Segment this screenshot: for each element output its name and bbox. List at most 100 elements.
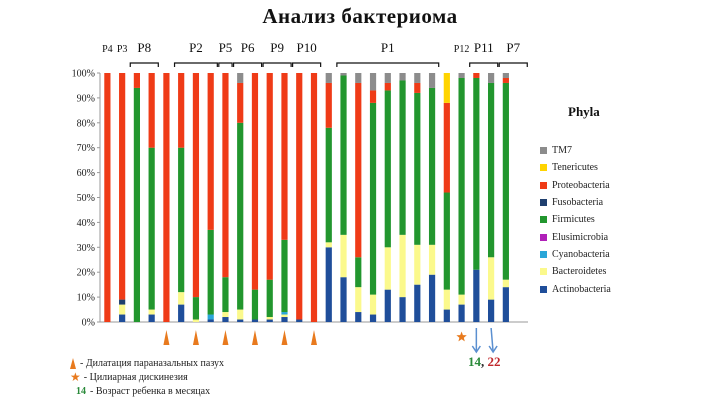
bar-segment-cyanobacteria <box>281 312 288 315</box>
bar-segment-bacteroidetes <box>266 317 273 320</box>
bar-segment-proteobacteria <box>443 102 450 193</box>
bar-segment-proteobacteria <box>369 90 377 103</box>
legend-swatch <box>540 181 547 189</box>
bar-segment-firmicutes <box>340 75 347 235</box>
legend-title: Phyla <box>568 104 600 119</box>
bar-segment-proteobacteria <box>192 73 200 298</box>
y-tick-label: 100% <box>72 69 95 80</box>
group-label: P11 <box>474 40 494 55</box>
bar-segment-bacteroidetes <box>369 294 377 315</box>
legend: Phyla TM7 Tenericutes Proteobacteria Fusoba… <box>540 104 680 298</box>
group-bracket <box>469 62 499 67</box>
note-age: 14 - Возраст ребенка в месяцах <box>70 384 224 398</box>
legend-swatch <box>540 147 547 155</box>
bar-segment-firmicutes <box>502 82 509 280</box>
bar-segment-tm7 <box>369 73 377 91</box>
bar-segment-proteobacteria <box>237 82 244 123</box>
note-age-number: 14 <box>76 385 86 397</box>
group-label: P3 <box>117 44 128 55</box>
bar-segment-cyanobacteria <box>207 314 214 320</box>
bar-segment-actinobacteria <box>148 314 155 322</box>
group-label: P9 <box>270 40 284 55</box>
bar-segment-actinobacteria <box>458 304 465 322</box>
notes: - Дилатация параназальных пазух ★ - Цили… <box>70 356 224 398</box>
bar-segment-fusobacteria <box>119 299 126 305</box>
group-bracket <box>292 62 322 67</box>
legend-item: Fusobacteria <box>540 194 680 211</box>
legend-item: Proteobacteria <box>540 177 680 194</box>
y-tick-label: 0% <box>82 318 95 329</box>
bar-segment-firmicutes <box>443 192 450 290</box>
bar-segment-tm7 <box>399 73 406 81</box>
age-label-second: 22 <box>487 354 501 369</box>
y-tick-label: 60% <box>77 168 95 179</box>
bar-segment-bacteroidetes <box>443 289 450 310</box>
star-marker-icon <box>456 331 467 342</box>
bar-segment-tm7 <box>414 73 421 83</box>
bar-segment-firmicutes <box>399 80 406 235</box>
group-label: P2 <box>189 40 203 55</box>
bar-segment-actinobacteria <box>281 317 288 322</box>
group-label: P7 <box>506 40 520 55</box>
bar-segment-actinobacteria <box>355 312 362 322</box>
bar-segment-proteobacteria <box>207 73 214 230</box>
legend-swatch <box>540 268 547 276</box>
arrow-head-icon <box>471 345 481 354</box>
group-bracket <box>232 62 263 67</box>
bar-segment-firmicutes <box>369 102 377 295</box>
bar-segment-bacteroidetes <box>502 279 509 288</box>
cone-marker-icon <box>281 330 288 345</box>
legend-label: Tenericutes <box>552 162 598 174</box>
note-star-text: - Цилиарная дискинезия <box>83 371 188 383</box>
bar-segment-firmicutes <box>148 147 155 310</box>
y-tick-label: 50% <box>77 193 95 204</box>
bar-segment-bacteroidetes <box>237 309 244 320</box>
bar-segment-actinobacteria <box>384 289 391 322</box>
y-tick-label: 70% <box>77 143 95 154</box>
legend-label: Cyanobacteria <box>552 248 610 260</box>
bar-segment-firmicutes <box>355 257 362 288</box>
bar-segment-proteobacteria <box>251 73 259 290</box>
bar-segment-firmicutes <box>384 90 391 248</box>
bar-segment-proteobacteria <box>148 73 155 148</box>
bar-segment-firmicutes <box>266 279 273 318</box>
bar-segment-firmicutes <box>207 229 214 315</box>
legend-item: TM7 <box>540 142 680 159</box>
bar-segment-bacteroidetes <box>148 309 155 315</box>
bar-segment-firmicutes <box>251 289 259 320</box>
group-bracket <box>262 62 292 67</box>
bar-segment-bacteroidetes <box>488 257 495 300</box>
bar-segment-tm7 <box>428 73 436 88</box>
bar-segment-actinobacteria <box>502 287 509 322</box>
bar-segment-actinobacteria <box>399 297 406 322</box>
group-label: P12 <box>454 44 470 55</box>
bar-segment-actinobacteria <box>296 319 303 322</box>
bar-segment-bacteroidetes <box>222 312 229 318</box>
group-bracket <box>218 62 233 67</box>
bar-segment-bacteroidetes <box>384 247 391 290</box>
bar-segment-firmicutes <box>428 87 436 245</box>
bar-segment-proteobacteria <box>281 73 288 240</box>
cone-marker-icon <box>251 330 258 345</box>
legend-item: Cyanobacteria <box>540 246 680 263</box>
bar-segment-firmicutes <box>488 82 495 258</box>
bar-segment-proteobacteria <box>296 73 303 320</box>
bar-segment-tm7 <box>488 73 495 83</box>
bar-segment-bacteroidetes <box>355 287 362 313</box>
bar-segment-bacteroidetes <box>192 319 200 322</box>
bar-segment-actinobacteria <box>473 269 480 322</box>
bar-segment-tenericutes <box>443 73 450 103</box>
bar-segment-bacteroidetes <box>325 242 332 248</box>
cone-marker-icon <box>222 330 229 345</box>
legend-label: Fusobacteria <box>552 197 604 209</box>
bar-segment-actinobacteria <box>325 247 332 322</box>
bar-segment-firmicutes <box>178 147 185 293</box>
group-bracket <box>129 62 159 67</box>
bar-segment-proteobacteria <box>310 73 318 322</box>
y-tick-label: 30% <box>77 243 95 254</box>
group-label: P10 <box>297 40 317 55</box>
legend-item: Tenericutes <box>540 159 680 176</box>
bar-segment-actinobacteria <box>119 314 126 322</box>
bar-segment-firmicutes <box>325 127 332 243</box>
legend-swatch <box>540 250 547 258</box>
